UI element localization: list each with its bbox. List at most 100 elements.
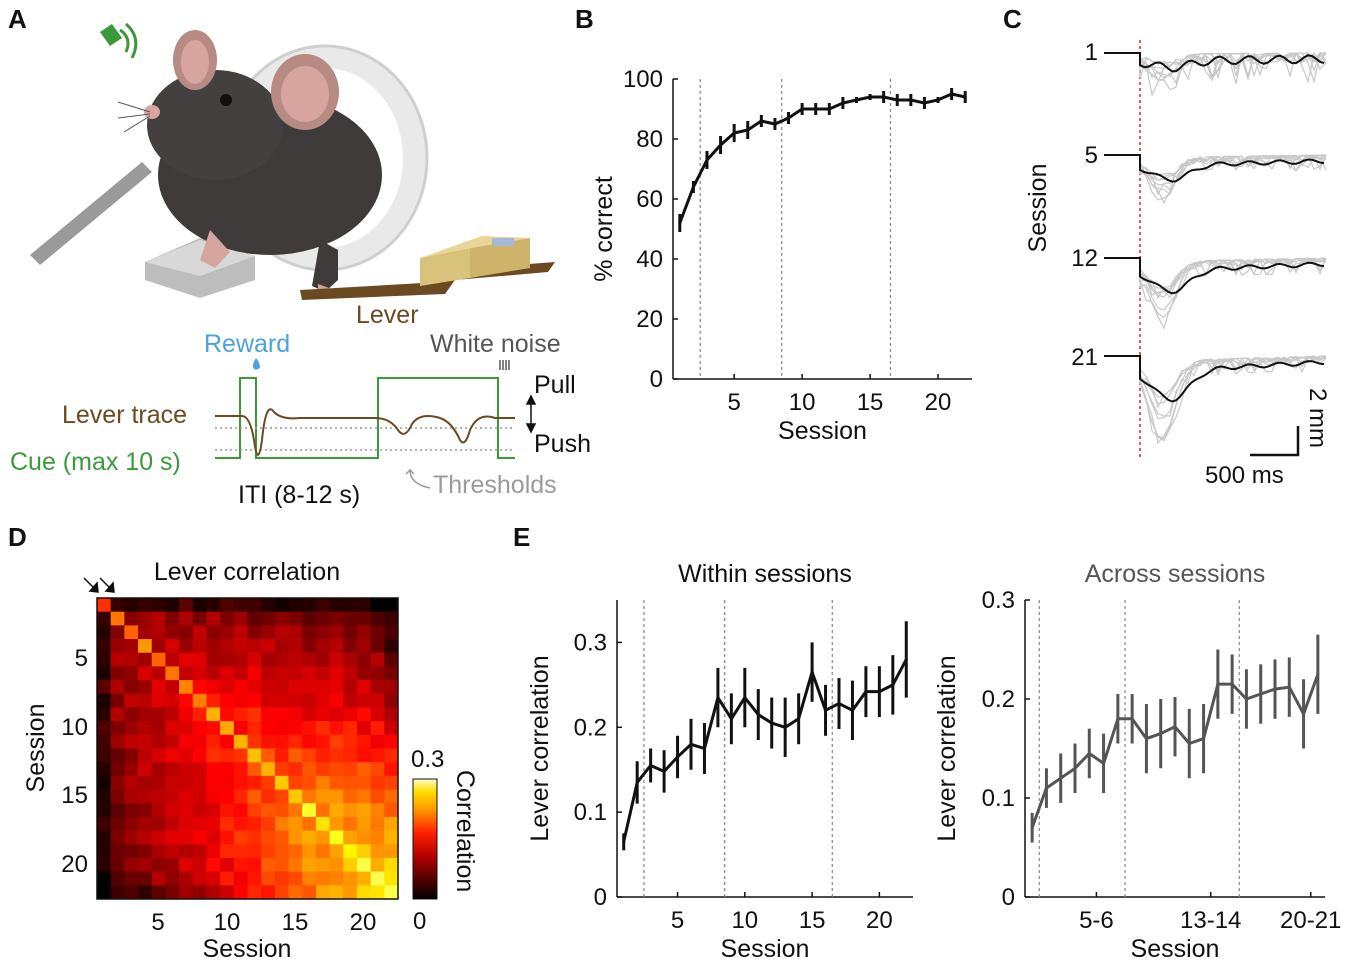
- panel-label-c: C: [1003, 4, 1022, 34]
- heatmap-cell: [247, 857, 262, 873]
- heatmap-cell: [233, 789, 248, 804]
- data-point: [810, 670, 814, 674]
- heatmap-cell: [192, 693, 207, 708]
- heatmap-cell: [124, 598, 139, 613]
- heatmap-cell: [356, 734, 372, 749]
- heatmap-cell: [343, 803, 358, 818]
- heatmap-cell: [302, 885, 317, 900]
- x-tick-label: 13-14: [1180, 907, 1241, 934]
- heatmap-cell: [206, 721, 221, 736]
- data-point: [797, 717, 801, 721]
- heatmap-cell: [384, 625, 399, 640]
- heatmap-cell: [302, 721, 317, 736]
- data-point: [1216, 682, 1220, 686]
- heatmap-cell: [384, 734, 399, 749]
- heatmap-cell: [97, 789, 112, 804]
- heatmap-cell: [97, 844, 112, 859]
- heatmap-cell: [288, 666, 303, 681]
- heatmap-frame: [96, 597, 399, 900]
- heatmap-cell: [220, 625, 235, 640]
- heatmap-cell: [274, 748, 289, 763]
- heatmap-cell: [343, 775, 358, 790]
- heatmap-cell: [274, 803, 289, 818]
- heatmap-cell: [370, 598, 385, 613]
- heatmap-cell: [206, 830, 221, 845]
- heatmap-cell: [274, 762, 289, 777]
- heatmap-cell: [370, 871, 385, 886]
- heatmap-cell: [261, 748, 276, 763]
- heatmap-cell: [315, 693, 330, 708]
- heatmap-cell: [274, 611, 289, 626]
- heatmap-cell: [247, 639, 262, 654]
- heatmap-cell: [274, 789, 289, 804]
- heatmap-cell: [192, 775, 207, 790]
- heatmap-cell: [220, 611, 235, 626]
- heatmap-cell: [110, 666, 125, 681]
- heatmap-cell: [261, 830, 276, 845]
- heatmap-cell: [261, 721, 276, 736]
- heatmap-cell: [343, 830, 358, 845]
- heatmap-cell: [124, 857, 139, 873]
- heatmap-cell: [165, 693, 180, 708]
- chart-e-within-sessions: 0 0.1 0.2 0.3 5 10 15 20 Session Lever correlatio…: [526, 560, 913, 963]
- heatmap-cell: [288, 803, 303, 818]
- heatmap-cell: [179, 871, 194, 886]
- heatmap-cell: [138, 611, 153, 626]
- heatmap-cell: [206, 734, 221, 749]
- heatmap-cell: [329, 666, 344, 681]
- y-tick-label: 0: [594, 884, 607, 911]
- heatmap-cell: [179, 734, 194, 749]
- x-tick-label: 10: [789, 389, 816, 416]
- data-point: [877, 690, 881, 694]
- heatmap-cell: [370, 762, 385, 777]
- heatmap-cell: [288, 721, 303, 736]
- heatmap-cell: [220, 693, 235, 708]
- heatmap-cell: [179, 830, 194, 845]
- heatmap-cell: [233, 748, 248, 763]
- panel-c-ylabel: Session: [1024, 164, 1052, 253]
- heatmap-cell: [192, 734, 207, 749]
- heatmap-cell: [370, 816, 385, 831]
- heatmap-cell: [356, 680, 372, 695]
- heatmap-cell: [288, 775, 303, 790]
- heatmap-cell: [370, 652, 385, 667]
- heatmap-cell: [124, 734, 139, 749]
- heatmap-cell: [97, 693, 112, 708]
- heatmap-cell: [110, 844, 125, 859]
- y-tick-label: 60: [636, 186, 663, 213]
- data-point: [936, 98, 940, 102]
- panel-label-d: D: [8, 522, 27, 552]
- heatmap-cell: [288, 885, 303, 900]
- iti-label: ITI (8-12 s): [238, 481, 360, 509]
- heatmap-cell: [192, 680, 207, 695]
- heatmap-cell: [384, 803, 399, 818]
- heatmap-cell: [110, 611, 125, 626]
- heatmap-cell: [343, 816, 358, 831]
- y-tick-label: 0: [1002, 884, 1015, 911]
- heatmap-cell: [315, 721, 330, 736]
- data-point: [837, 702, 841, 706]
- heatmap-cell: [261, 844, 276, 859]
- heatmap-cell: [343, 762, 358, 777]
- heatmap-cell: [261, 803, 276, 818]
- data-point: [909, 98, 913, 102]
- panel-label-e: E: [513, 522, 530, 552]
- heatmap-cell: [233, 857, 248, 873]
- individual-trace: [1105, 257, 1327, 330]
- heatmap-cell: [110, 680, 125, 695]
- heatmap-cell: [110, 693, 125, 708]
- heatmap-cell: [206, 844, 221, 859]
- data-point: [1144, 737, 1148, 741]
- data-point: [1159, 732, 1163, 736]
- heatmap-cell: [384, 693, 399, 708]
- individual-trace: [1105, 257, 1327, 299]
- heatmap-cell: [151, 639, 166, 654]
- session-1-label: 1: [1085, 39, 1098, 66]
- heatmap-cell: [220, 680, 235, 695]
- heatmap-cell: [356, 625, 372, 640]
- session-12-label: 12: [1071, 245, 1098, 272]
- heatmap-cell: [315, 816, 330, 831]
- heatmap-cell: [288, 639, 303, 654]
- heatmap-cell: [343, 707, 358, 722]
- heatmap-cell: [274, 625, 289, 640]
